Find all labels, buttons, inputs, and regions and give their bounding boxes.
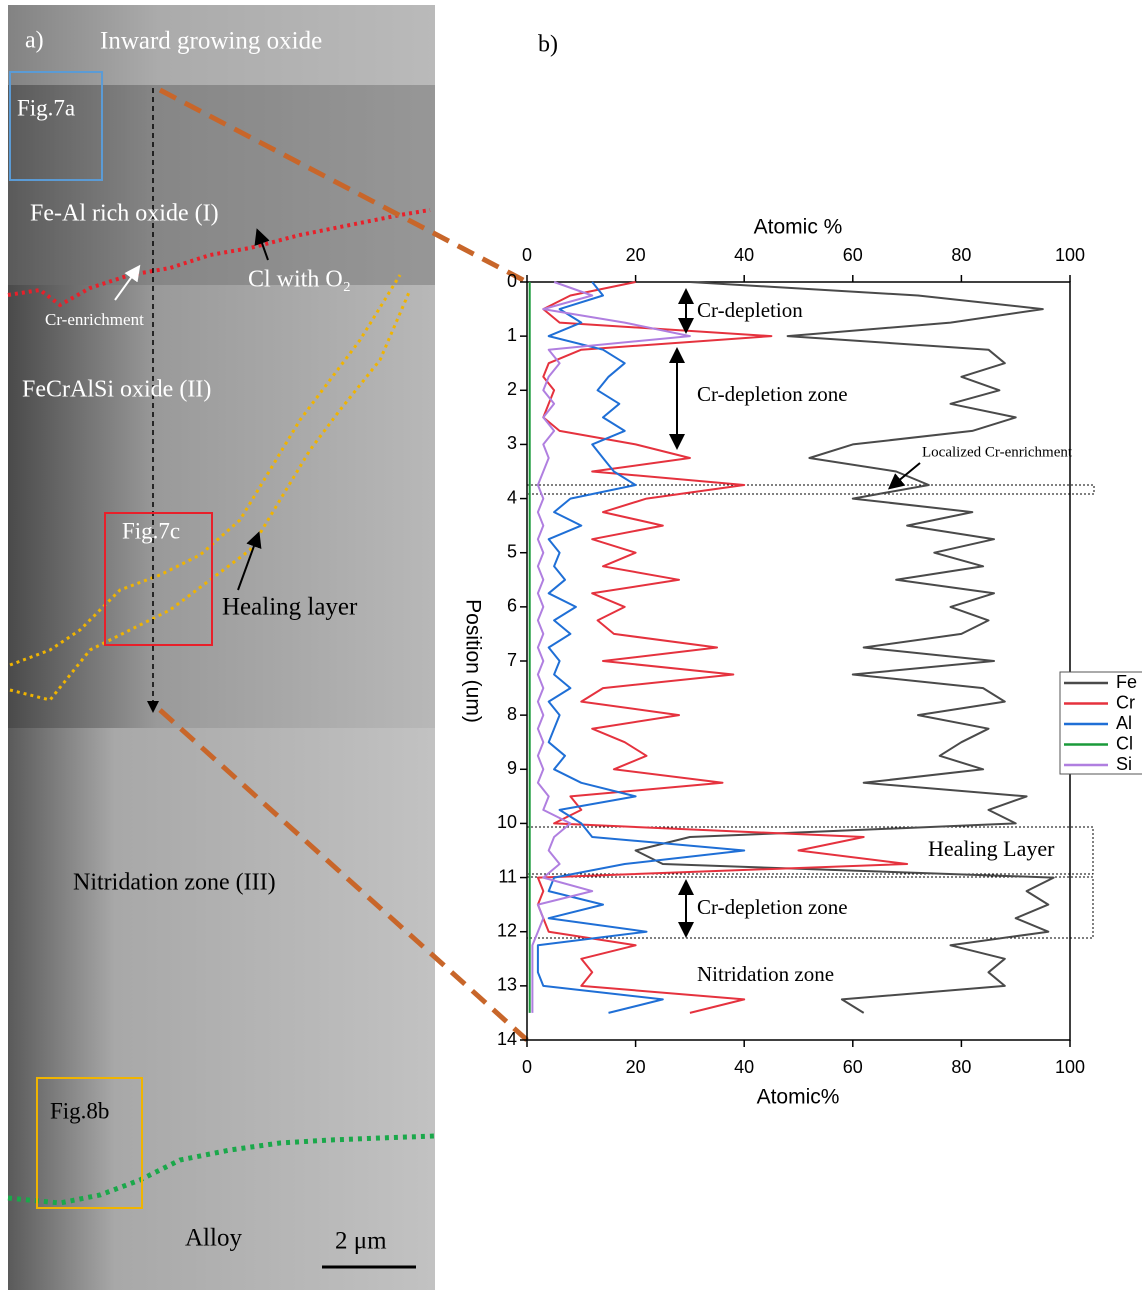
value-tick-label: 0 <box>522 1057 532 1077</box>
axis-title: Atomic% <box>757 1086 840 1109</box>
panel-label: b) <box>538 32 558 58</box>
position-tick-label: 9 <box>507 758 517 778</box>
annotation: Healing Layer <box>928 836 1055 861</box>
value-tick-label: 20 <box>626 245 646 265</box>
zones <box>526 484 1095 939</box>
annotation: Cr-depletion <box>697 298 803 322</box>
position-tick-label: 13 <box>497 975 517 995</box>
arrow <box>254 228 270 261</box>
value-tick-label: 60 <box>843 245 863 265</box>
plot: 0123456789101112131400202040406060808010… <box>497 245 1085 1077</box>
value-tick-label: 60 <box>843 1057 863 1077</box>
value-tick-label: 40 <box>734 245 754 265</box>
image-top <box>8 5 435 728</box>
value-tick-label: 100 <box>1055 245 1085 265</box>
data-line <box>536 281 746 1014</box>
position-tick-label: 11 <box>498 866 517 886</box>
zone-box <box>526 876 1094 939</box>
connector <box>158 87 529 285</box>
annotation: Nitridation zone <box>697 962 834 986</box>
axis-title: Position (um) <box>461 599 484 723</box>
scale-label: 2 μm <box>335 1228 387 1255</box>
value-tick-label: 80 <box>951 1057 971 1077</box>
position-tick-label: 8 <box>507 704 517 724</box>
annotation: Cr-depletion zone <box>697 382 848 406</box>
value-tick-label: 0 <box>522 245 532 265</box>
annotation: Healing layer <box>222 594 358 621</box>
yellow-boundary <box>9 274 402 667</box>
data-line <box>531 281 691 1013</box>
arrow <box>114 264 141 301</box>
position-tick-label: 14 <box>497 1029 517 1049</box>
annotations: Cr-depletion Cr-depletion zone Localized… <box>669 288 1073 986</box>
value-tick-label: 40 <box>734 1057 754 1077</box>
oxide-band <box>8 85 435 285</box>
axis-title: Atomic % <box>754 216 843 239</box>
position-tick-label: 12 <box>497 920 517 940</box>
value-tick-label: 80 <box>951 245 971 265</box>
box-8b <box>36 1077 143 1209</box>
arrow <box>237 531 262 591</box>
legend-label: Al <box>1116 713 1132 733</box>
box-label: Fig.8b <box>50 1098 109 1123</box>
region-label: Inward growing oxide <box>100 28 322 55</box>
data-line <box>536 281 909 1014</box>
panel-label: a) <box>25 28 44 54</box>
position-tick-label: 7 <box>507 650 517 670</box>
data-line <box>634 281 1055 1014</box>
value-tick-label: 100 <box>1055 1057 1085 1077</box>
legend-label: Si <box>1116 754 1132 774</box>
position-tick-label: 5 <box>507 541 517 561</box>
image-bottom <box>8 728 435 1290</box>
legend-label: Cl <box>1116 733 1133 753</box>
yellow-boundary <box>9 289 412 702</box>
position-tick-label: 2 <box>507 379 517 399</box>
position-tick-label: 0 <box>507 271 517 291</box>
value-tick-label: 20 <box>626 1057 646 1077</box>
position-tick-label: 4 <box>507 487 517 507</box>
annotation: Cl with O₂ <box>248 267 351 293</box>
region-label: FeCrAlSi oxide (II) <box>22 377 211 403</box>
arrow <box>887 462 921 490</box>
micrograph: a) Inward growing oxide Fig.7a Fe-Al ric… <box>7 5 436 1290</box>
position-tick-label: 1 <box>507 325 517 345</box>
annotation: Cr-depletion zone <box>697 895 848 919</box>
region-label: Nitridation zone (III) <box>73 870 276 896</box>
box-7c <box>104 512 213 646</box>
annotation: Localized Cr-enrichment <box>922 444 1073 460</box>
box-7a <box>9 71 103 181</box>
position-tick-label: 3 <box>507 433 517 453</box>
region-label: Fe-Al rich oxide (I) <box>30 201 219 227</box>
position-tick-label: 10 <box>497 812 517 832</box>
region-label: Alloy <box>185 1225 242 1252</box>
zone-box <box>526 826 1094 875</box>
green-boundary <box>7 1133 436 1206</box>
annotation: Cr-enrichment <box>45 310 144 329</box>
legend-label: Cr <box>1116 692 1135 712</box>
box-label: Fig.7c <box>122 518 180 543</box>
legend-label: Fe <box>1116 672 1137 692</box>
box-label: Fig.7a <box>17 95 75 120</box>
position-tick-label: 6 <box>507 596 517 616</box>
